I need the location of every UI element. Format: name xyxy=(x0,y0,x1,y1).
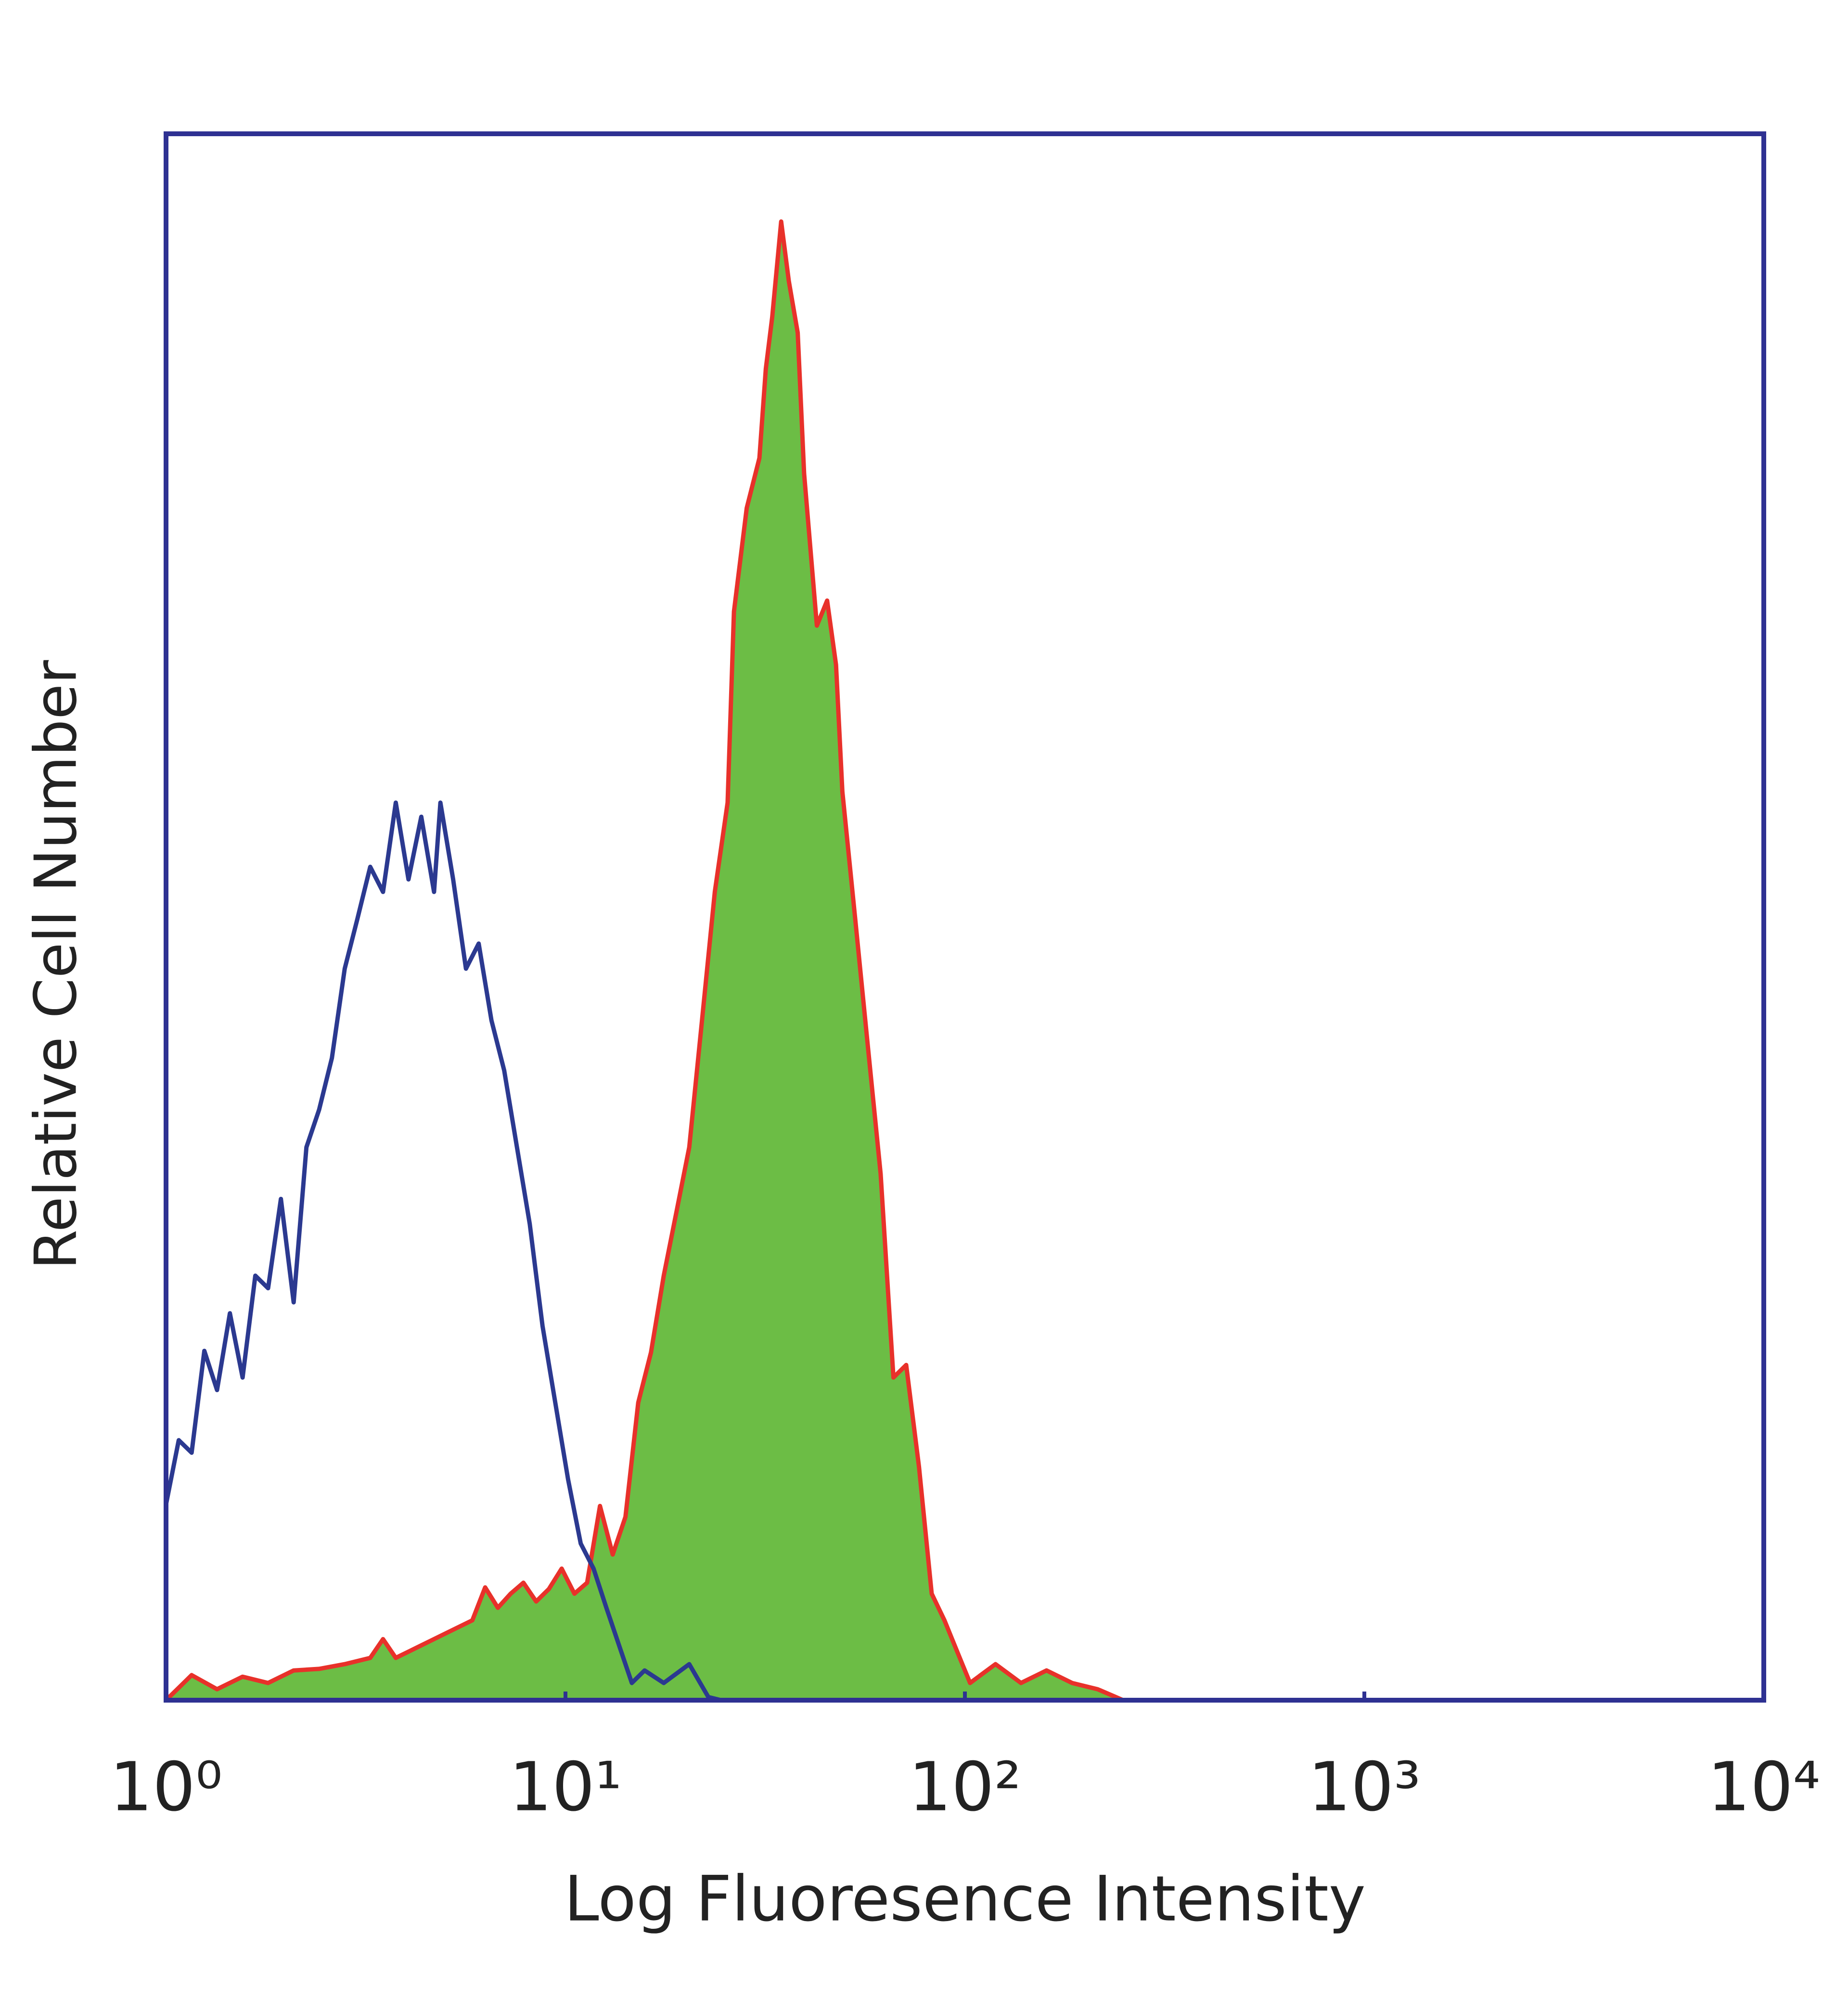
plot-frame xyxy=(164,131,1766,1703)
x-tick-label: 10⁴ xyxy=(1707,1748,1820,1827)
x-tick-label: 10³ xyxy=(1308,1748,1421,1827)
x-tick-label: 10¹ xyxy=(509,1748,622,1827)
x-axis-label: Log Fluoresence Intensity xyxy=(564,1862,1366,1936)
y-axis-label: Relative Cell Number xyxy=(23,660,90,1269)
histogram-area xyxy=(164,219,1126,1703)
x-tick-label: 10² xyxy=(909,1748,1021,1827)
histogram-line xyxy=(164,800,722,1703)
x-tick-label: 10⁰ xyxy=(110,1748,222,1827)
